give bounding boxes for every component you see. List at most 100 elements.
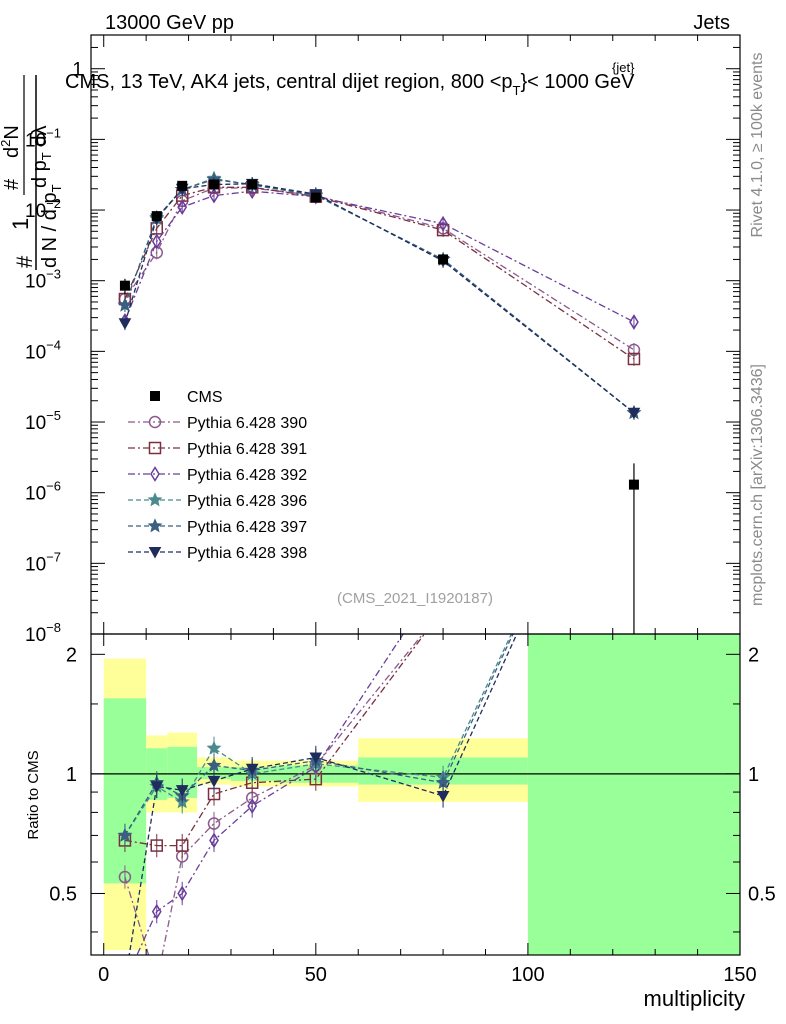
- y-axis-title-ratio: Ratio to CMS: [25, 750, 42, 839]
- legend-marker-cms: [150, 391, 160, 401]
- inner-uncertainty-band: [103, 698, 147, 884]
- series-line-ratio: [124, 634, 426, 847]
- series-line-main: [124, 183, 635, 414]
- cms-data-point: [310, 192, 321, 203]
- inner-uncertainty-band: [527, 634, 740, 955]
- legend-entry: Pythia 6.428 391: [128, 441, 307, 458]
- series-point-ratio: [175, 839, 189, 852]
- cms-data-point: [438, 254, 449, 265]
- x-axis-title: multiplicity: [644, 986, 745, 1011]
- series-point-main: [117, 297, 133, 312]
- series-point-main: [118, 318, 132, 330]
- legend: CMS Pythia 6.428 390 Pythia 6.428 391 Pythi…: [128, 389, 307, 562]
- y-tick-label-ratio-left: 2: [66, 644, 77, 666]
- series-point-main: [627, 407, 641, 420]
- plot-title: CMS, 13 TeV, AK4 jets, central dijet reg…: [65, 60, 635, 98]
- svg-text:#: #: [1, 178, 23, 190]
- svg-text:1: 1: [8, 218, 33, 230]
- series-point-ratio: [118, 870, 132, 884]
- plot-title-sub: T: [513, 83, 521, 98]
- series-point-ratio: [206, 757, 222, 772]
- series-point-ratio: [150, 781, 164, 793]
- series-point-main: [151, 233, 162, 250]
- series-point-ratio: [247, 798, 258, 814]
- x-tick-label: 0: [98, 964, 109, 986]
- svg-text:d N / d pT: d N / d pT: [39, 184, 64, 268]
- plot-title-end: }< 1000 GeV: [520, 71, 635, 93]
- svg-text:d2N: d2N: [0, 125, 23, 158]
- legend-label-cms: CMS: [187, 389, 223, 406]
- legend-marker: [150, 466, 160, 482]
- y-tick-label-ratio-right: 2: [748, 644, 759, 666]
- series-point-main: [177, 199, 188, 216]
- series-line-main: [124, 178, 635, 414]
- header: 13000 GeV pp Jets: [105, 12, 730, 34]
- series-point-main: [209, 187, 219, 204]
- cms-data-point: [209, 179, 220, 190]
- series-point-ratio: [207, 775, 221, 788]
- y-tick-label-main: 10−3: [25, 267, 61, 293]
- series-point-ratio: [206, 740, 222, 755]
- legend-marker: [148, 415, 162, 429]
- cms-data-point: [628, 479, 639, 490]
- y-tick-label-main: 10−1: [25, 125, 61, 151]
- series-point-main: [438, 215, 448, 232]
- cms-data-point: [247, 179, 258, 190]
- side-label-bottom: mcplots.cern.ch [arXiv:1306.3436]: [749, 364, 766, 606]
- series-point-main: [629, 314, 639, 330]
- plot-title-main: CMS, 13 TeV, AK4 jets, central dijet reg…: [65, 71, 513, 93]
- series-point-ratio: [309, 752, 323, 764]
- legend-marker: [148, 441, 162, 455]
- cms-data-point: [151, 211, 162, 222]
- legend-entry: Pythia 6.428 390: [128, 415, 307, 432]
- legend-label: Pythia 6.428 391: [187, 441, 307, 458]
- cms-data-point: [119, 280, 130, 291]
- axes: 0 50 100 150110−110−210−310−410−510−610−710…: [25, 34, 776, 986]
- legend-entry: Pythia 6.428 397: [128, 518, 307, 536]
- legend-marker: [148, 547, 162, 559]
- legend-label: Pythia 6.428 397: [187, 519, 307, 536]
- legend-marker: [147, 518, 163, 533]
- legend-entry: Pythia 6.428 398: [128, 545, 307, 562]
- y-tick-label-ratio-right: 1: [748, 764, 759, 786]
- y-tick-label-ratio-left: 1: [66, 764, 77, 786]
- series-line-main: [124, 186, 635, 360]
- uncertainty-bands: [103, 634, 740, 955]
- series-point-ratio: [151, 903, 162, 920]
- series-point-ratio: [117, 827, 133, 842]
- svg-text:d pT dλ: d pT dλ: [29, 126, 54, 188]
- y-tick-label-main: 10−8: [25, 620, 61, 646]
- legend-marker: [147, 492, 163, 507]
- legend-label: Pythia 6.428 398: [187, 545, 307, 562]
- y-tick-label-main: 10−6: [25, 479, 61, 505]
- y-tick-label-main: 1: [72, 60, 83, 81]
- y-tick-label-ratio-right: 0.5: [748, 883, 776, 905]
- series-point-main: [627, 352, 641, 366]
- series-point-ratio: [150, 839, 163, 852]
- y-axis-title-main: # 1 d N / d pT # d2N d pT dλ: [0, 75, 64, 270]
- legend-entry-cms: CMS: [150, 389, 223, 406]
- svg-text:#: #: [12, 255, 37, 268]
- legend-label: Pythia 6.428 392: [187, 467, 307, 484]
- series-line-ratio: [124, 634, 424, 955]
- analysis-id-label: (CMS_2021_I1920187): [337, 590, 493, 607]
- series-line-ratio: [136, 634, 404, 955]
- series-point-ratio: [245, 763, 259, 776]
- series-line-main: [124, 187, 635, 351]
- series-point-ratio: [209, 832, 219, 849]
- y-tick-label-main: 10−5: [25, 408, 61, 434]
- y-tick-label-main: 10−4: [25, 337, 61, 363]
- header-left-label: 13000 GeV pp: [105, 12, 234, 34]
- series-line-main: [124, 190, 635, 323]
- x-tick-label: 50: [305, 964, 327, 986]
- x-tick-label: 100: [511, 964, 544, 986]
- y-tick-label-main: 10−7: [25, 549, 61, 575]
- header-right-label: Jets: [693, 12, 730, 34]
- ratio-pane-frame: [90, 633, 741, 956]
- series-line-ratio: [128, 634, 518, 955]
- cms-data-point: [177, 180, 188, 191]
- y-tick-label-ratio-left: 0.5: [49, 883, 77, 905]
- series-point-ratio: [177, 885, 188, 902]
- svg-text:CMS, 13 TeV, AK4 jets, central: CMS, 13 TeV, AK4 jets, central dijet reg…: [65, 71, 635, 98]
- legend-entry: Pythia 6.428 396: [128, 492, 307, 510]
